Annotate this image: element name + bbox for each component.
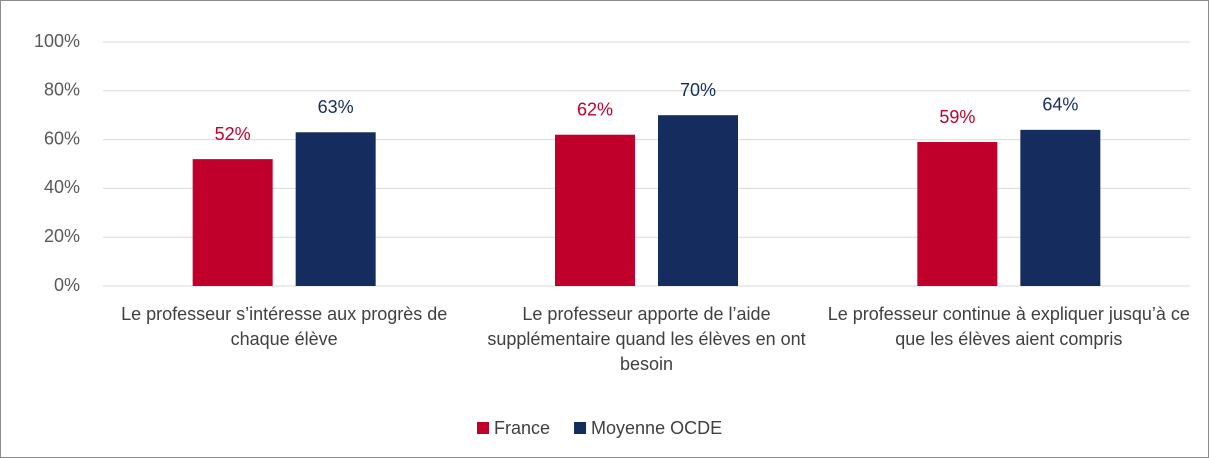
data-label: 63%: [318, 97, 354, 117]
data-label: 52%: [215, 124, 251, 144]
legend-label: Moyenne OCDE: [591, 418, 722, 438]
legend-swatch: [574, 422, 587, 434]
y-tick-label: 60%: [44, 128, 80, 148]
y-tick-label: 80%: [44, 80, 80, 100]
bar: [917, 142, 998, 286]
bar: [658, 115, 738, 286]
x-tick-label: Le professeur continue à expliquer jusqu…: [827, 304, 1190, 349]
legend-label: France: [494, 418, 550, 438]
bar: [192, 159, 273, 286]
data-label: 59%: [939, 107, 975, 127]
legend-swatch: [477, 422, 489, 434]
x-tick-label: Le professeur apporte de l’aide suppléme…: [487, 304, 806, 374]
data-label: 62%: [577, 99, 613, 119]
y-tick-label: 100%: [34, 31, 80, 51]
data-label: 64%: [1042, 95, 1078, 115]
x-tick-label: Le professeur s’intéresse aux progrès de…: [121, 304, 448, 349]
y-tick-label: 40%: [44, 177, 80, 197]
bar: [1020, 129, 1101, 286]
y-tick-label: 0%: [54, 275, 80, 295]
data-label: 70%: [680, 80, 716, 100]
bar: [295, 132, 376, 286]
bar: [555, 134, 635, 286]
y-tick-label: 20%: [44, 226, 80, 246]
